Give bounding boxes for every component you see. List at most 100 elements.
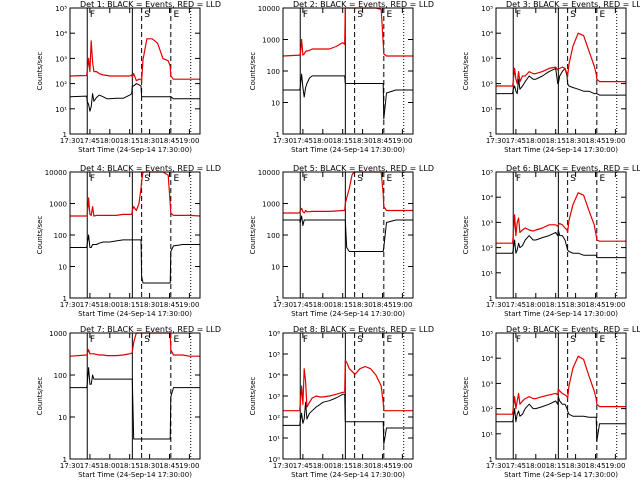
panel-2-region-label-3: E xyxy=(386,10,392,20)
panel-4-series-lld xyxy=(70,171,201,217)
panel-1-region-label-3: E xyxy=(173,10,179,20)
panel-6-xtick-label-3: 18:00 xyxy=(526,301,546,309)
panel-9-xtick-label-7: 19:00 xyxy=(605,462,625,470)
panel-8-series-lld xyxy=(283,359,413,412)
panel-5-xtick-label-3: 18:00 xyxy=(313,301,333,309)
panel-9-region-label-1: F xyxy=(516,335,521,345)
panel-8-ytick-label-1: 10⁰ xyxy=(268,456,280,464)
panel-5-xtick-label-1: 17:30 xyxy=(273,301,293,309)
panel-8-ytick-label-7: 10⁶ xyxy=(268,330,280,338)
panel-6-xtick-label-5: 18:30 xyxy=(565,301,585,309)
panel-1-ytick-label-5: 10⁴ xyxy=(55,30,67,38)
panel-8-region-label-3: E xyxy=(386,335,392,345)
panel-5-ylabel: Counts/sec xyxy=(249,216,257,255)
panel-7-xtick-label-1: 17:30 xyxy=(60,462,80,470)
panel-7-ytick-label-3: 100 xyxy=(54,372,67,380)
panel-1-xtick-label-7: 19:00 xyxy=(179,137,199,145)
panel-6-ylabel: Counts/sec xyxy=(462,216,470,255)
panel-7-xtick-label-2: 17:45 xyxy=(80,462,100,470)
panel-7-ytick-label-1: 1 xyxy=(63,456,67,464)
panel-4-ytick-label-5: 10000 xyxy=(45,169,67,177)
panel-3-title: Det 3: BLACK = Events, RED = LLD xyxy=(506,0,640,9)
panel-6-xtick-label-6: 18:45 xyxy=(585,301,605,309)
panel-2-xtick-label-4: 18:15 xyxy=(333,137,353,145)
panel-1-ytick-label-4: 10³ xyxy=(55,55,67,63)
panel-9-title: Det 9: BLACK = Events, RED = LLD xyxy=(506,325,640,334)
panel-7-xtick-label-5: 18:30 xyxy=(139,462,159,470)
panel-4-xtick-label-7: 19:00 xyxy=(179,301,199,309)
panel-8-xtick-label-6: 18:45 xyxy=(372,462,392,470)
panel-6-xtick-label-2: 17:45 xyxy=(506,301,526,309)
panel-8-region-label-2: S xyxy=(357,335,363,345)
panel-6-series-events xyxy=(496,229,626,259)
panel-9-ytick-label-4: 10³ xyxy=(481,380,493,388)
panel-7-ytick-label-4: 1000 xyxy=(49,330,67,338)
panel-8-xtick-label-5: 18:30 xyxy=(352,462,372,470)
panel-6-xlabel: Start Time (24-Sep-14 17:30:00) xyxy=(504,310,618,318)
panel-6-ytick-label-2: 10¹ xyxy=(481,270,493,278)
panel-9-axes-frame xyxy=(495,332,627,460)
panel-1-xtick-label-5: 18:30 xyxy=(139,137,159,145)
panel-8-xtick-label-4: 18:15 xyxy=(333,462,353,470)
panel-6-xtick-label-4: 18:15 xyxy=(546,301,566,309)
panel-9-ytick-label-1: 1 xyxy=(489,456,493,464)
panel-6-axes-frame xyxy=(495,171,627,299)
panel-2-xtick-label-1: 17:30 xyxy=(273,137,293,145)
panel-5-series-lld xyxy=(283,171,413,214)
panel-4-axes-frame xyxy=(69,171,201,299)
panel-1-xtick-label-4: 18:15 xyxy=(120,137,140,145)
panel-4-ytick-label-3: 100 xyxy=(54,232,67,240)
panel-7-xtick-label-4: 18:15 xyxy=(120,462,140,470)
panel-8-ytick-label-4: 10³ xyxy=(268,393,280,401)
panel-1-xlabel: Start Time (24-Sep-14 17:30:00) xyxy=(78,146,192,154)
panel-2-region-label-1: F xyxy=(303,10,308,20)
panel-6-series-lld xyxy=(496,192,626,244)
panel-1-ytick-label-3: 10² xyxy=(55,81,67,89)
panel-8-ytick-label-5: 10⁴ xyxy=(268,372,280,380)
panel-2-axes-frame xyxy=(282,7,414,135)
panel-9-xtick-label-2: 17:45 xyxy=(506,462,526,470)
panel-5-region-label-2: S xyxy=(357,174,363,184)
panel-6-region-label-2: S xyxy=(570,174,576,184)
panel-8-xtick-label-7: 19:00 xyxy=(392,462,412,470)
panel-9-xtick-label-6: 18:45 xyxy=(585,462,605,470)
panel-1-ytick-label-1: 1 xyxy=(63,131,67,139)
panel-7-ylabel: Counts/sec xyxy=(36,377,44,416)
panel-1-region-label-1: F xyxy=(90,10,95,20)
panel-2-xtick-label-7: 19:00 xyxy=(392,137,412,145)
panel-9-ytick-label-5: 10⁴ xyxy=(481,355,493,363)
panel-9-xtick-label-1: 17:30 xyxy=(486,462,506,470)
panel-8-title: Det 8: BLACK = Events, RED = LLD xyxy=(293,325,434,334)
panel-4-xlabel: Start Time (24-Sep-14 17:30:00) xyxy=(78,310,192,318)
panel-5-region-label-3: E xyxy=(386,174,392,184)
panel-4-ytick-label-1: 1 xyxy=(63,295,67,303)
panel-7-xtick-label-3: 18:00 xyxy=(100,462,120,470)
panel-4-ytick-label-4: 1000 xyxy=(49,201,67,209)
panel-3-xtick-label-3: 18:00 xyxy=(526,137,546,145)
panel-6-ytick-label-1: 1 xyxy=(489,295,493,303)
panel-6-region-label-1: F xyxy=(516,174,521,184)
panel-1-ytick-label-2: 10¹ xyxy=(55,106,67,114)
panel-8-xtick-label-3: 18:00 xyxy=(313,462,333,470)
panel-8-ytick-label-3: 10² xyxy=(268,414,280,422)
panel-5-ytick-label-3: 100 xyxy=(267,232,280,240)
panel-2-ytick-label-4: 1000 xyxy=(262,37,280,45)
panel-8-xlabel: Start Time (24-Sep-14 17:30:00) xyxy=(291,471,405,479)
panel-3-ytick-label-1: 1 xyxy=(489,131,493,139)
panel-4-ylabel: Counts/sec xyxy=(36,216,44,255)
panel-1-ytick-label-6: 10⁵ xyxy=(55,5,67,13)
panel-3-series-events xyxy=(496,67,626,96)
panel-7-series-events xyxy=(70,367,200,440)
panel-5-ytick-label-4: 1000 xyxy=(262,201,280,209)
panel-2-xtick-label-2: 17:45 xyxy=(293,137,313,145)
panel-5-xtick-label-7: 19:00 xyxy=(392,301,412,309)
panel-2-xtick-label-6: 18:45 xyxy=(372,137,392,145)
panel-9-xlabel: Start Time (24-Sep-14 17:30:00) xyxy=(504,471,618,479)
panel-4-region-label-2: S xyxy=(144,174,150,184)
panel-3-ytick-label-4: 10³ xyxy=(481,55,493,63)
panel-4-region-label-1: F xyxy=(90,174,95,184)
panel-4-region-label-3: E xyxy=(173,174,179,184)
panel-4-xtick-label-6: 18:45 xyxy=(159,301,179,309)
